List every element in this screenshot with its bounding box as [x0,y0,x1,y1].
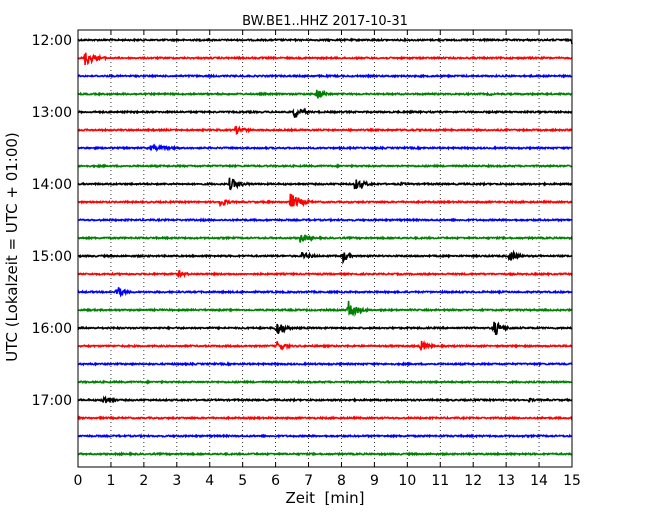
trace-line [77,433,573,439]
x-tick-label: 0 [74,473,83,489]
x-tick-label: 6 [271,473,280,489]
trace-line [77,321,573,336]
x-tick-label: 11 [431,473,449,489]
trace-line [77,361,573,367]
trace-line [77,37,573,45]
x-tick-label: 13 [497,473,515,489]
x-tick-label: 8 [337,473,346,489]
y-tick-label: 13:00 [32,105,72,121]
trace-line [77,177,573,191]
trace-line [77,415,573,421]
y-tick-label: 17:00 [32,393,72,409]
y-axis-ticks: 12:00 13:00 14:00 15:00 16:00 17:00 [32,33,572,409]
trace-line [77,143,573,153]
x-tick-label: 3 [172,473,181,489]
x-tick-label: 15 [563,473,581,489]
plot-frame [77,29,573,468]
x-tick-label: 7 [304,473,313,489]
trace-line [77,89,573,99]
trace-line [77,233,573,243]
x-tick-label: 4 [205,473,214,489]
x-axis-label: Zeit [min] [285,489,364,507]
trace-line [77,125,573,135]
trace-line [77,379,573,385]
x-tick-label: 12 [464,473,482,489]
trace-line [77,163,573,169]
x-tick-label: 5 [238,473,247,489]
trace-line [77,107,573,118]
trace-line [77,193,573,208]
y-tick-label: 15:00 [32,249,72,265]
vertical-grid [110,30,540,467]
trace-line [77,287,573,298]
trace-line [77,269,573,279]
x-tick-label: 2 [139,473,148,489]
x-tick-label: 10 [398,473,416,489]
x-tick-label: 14 [530,473,548,489]
trace-line [77,339,573,351]
trace-line [77,451,573,457]
y-tick-label: 12:00 [32,33,72,49]
y-tick-label: 14:00 [32,177,72,193]
trace-line [77,73,573,79]
y-tick-label: 16:00 [32,321,72,337]
x-tick-label: 9 [370,473,379,489]
trace-line [77,249,573,265]
trace-line [77,217,573,223]
x-axis-ticks: 0 1 2 3 4 5 6 7 8 9 10 11 12 13 14 15 [74,30,581,489]
y-axis-label: UTC (Lokalzeit = UTC + 01:00) [3,132,21,362]
trace-line [77,395,573,404]
x-tick-label: 1 [106,473,115,489]
trace-group [77,37,573,457]
chart-title: BW.BE1..HHZ 2017-10-31 [242,14,408,29]
trace-line [78,300,573,317]
trace-line [77,52,573,66]
